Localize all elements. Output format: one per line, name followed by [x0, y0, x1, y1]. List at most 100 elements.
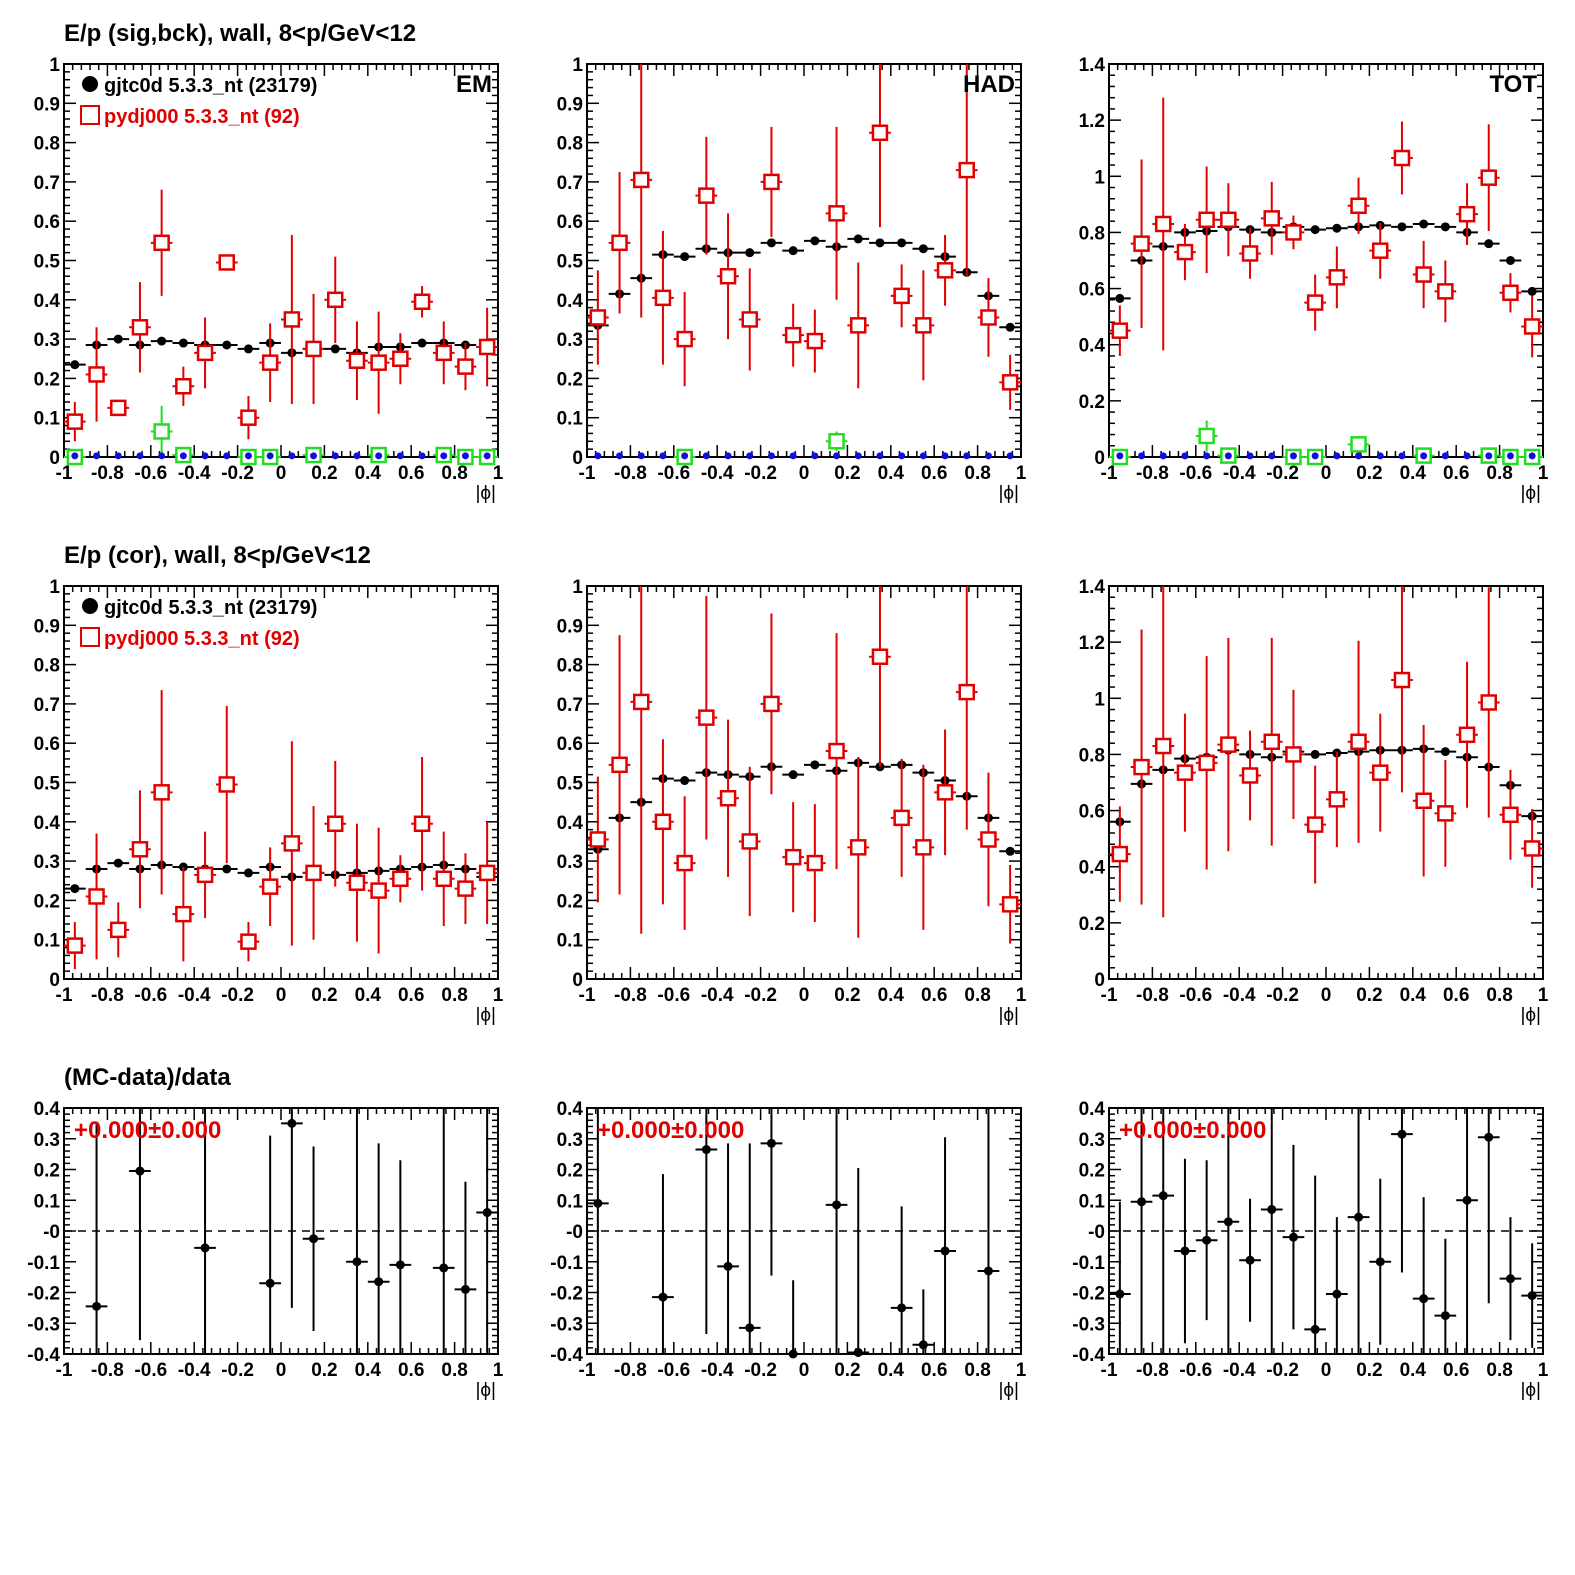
blue-point — [418, 452, 426, 460]
y-tick-label: 0.3 — [557, 330, 583, 351]
x-tick-label: 0.4 — [878, 985, 905, 1006]
ratio-point — [92, 1301, 102, 1311]
y-tick-label: 0.6 — [34, 212, 60, 233]
y-tick-label: -0.1 — [1072, 1253, 1105, 1274]
data-point — [70, 360, 80, 370]
data-point — [680, 252, 690, 262]
ratio-point — [1484, 1132, 1494, 1142]
mc-point — [1155, 737, 1172, 755]
y-tick-label: 0.6 — [1079, 280, 1105, 301]
blue-point — [1333, 452, 1341, 460]
mc-point — [698, 709, 715, 726]
y-tick-label: 0.2 — [557, 891, 583, 912]
x-tick-label: -0.8 — [91, 463, 124, 484]
mc-point — [1155, 215, 1172, 233]
y-tick-label: 0.7 — [557, 695, 583, 716]
mc-point — [1198, 754, 1215, 772]
y-tick-label: -0.2 — [27, 1284, 60, 1305]
mc-point — [1001, 374, 1019, 391]
blue-point — [594, 452, 602, 460]
y-tick-label: 0.2 — [34, 369, 60, 390]
x-tick-label: -0.8 — [614, 1360, 647, 1381]
data-point — [1505, 256, 1515, 265]
blue-point — [1268, 452, 1276, 460]
data-point — [1005, 846, 1015, 856]
y-tick-label: 0.6 — [557, 734, 583, 755]
x-tick-label: -0.4 — [178, 463, 211, 484]
mc-point — [392, 350, 409, 367]
x-tick-label: 0.2 — [311, 463, 337, 484]
mc-point — [88, 366, 105, 383]
blue-point — [1159, 452, 1167, 460]
data-point — [853, 234, 863, 244]
x-tick-label: 0.8 — [441, 1360, 467, 1381]
blue-point — [136, 452, 144, 460]
x-tick-label: -0.4 — [178, 1360, 211, 1381]
mc-point — [958, 161, 975, 179]
y-tick-label: 1 — [49, 577, 60, 598]
mc-point — [1393, 671, 1411, 689]
data-point — [1397, 222, 1407, 232]
mc-point — [1133, 758, 1150, 776]
y-tick-label: 0.5 — [557, 774, 584, 795]
mc-point — [153, 784, 170, 801]
mc-point — [240, 409, 257, 426]
x-tick-label: 0.4 — [355, 463, 382, 484]
blue-point — [1398, 452, 1406, 460]
y-tick-label: 0.4 — [34, 813, 61, 834]
x-tick-label: -1 — [1101, 463, 1118, 484]
blue-point — [1224, 452, 1232, 460]
ratio-point — [1462, 1195, 1472, 1205]
mc-point — [719, 267, 737, 285]
mc-point — [850, 317, 867, 334]
blue-point — [616, 452, 624, 460]
mc-point — [327, 291, 344, 309]
blue-point — [223, 452, 231, 460]
data-point — [222, 340, 232, 350]
y-tick-label: 0.3 — [557, 852, 583, 873]
x-tick-label: -0.2 — [1266, 463, 1299, 484]
x-tick-label: 0 — [1321, 985, 1332, 1006]
blue-point — [93, 452, 101, 460]
mc-point — [1241, 767, 1259, 784]
mc-point — [348, 352, 366, 369]
blue-point — [1355, 452, 1363, 460]
mc-point — [850, 839, 867, 856]
y-tick-label: -0 — [566, 1222, 583, 1243]
mc-point — [1437, 805, 1454, 822]
mc-point — [1502, 284, 1519, 302]
mc-point — [1328, 791, 1346, 808]
x-tick-label: 0.8 — [441, 463, 467, 484]
ratio-point — [940, 1246, 950, 1256]
x-tick-label: -0.2 — [221, 463, 254, 484]
mc-point — [1480, 169, 1497, 186]
blue-point — [1485, 452, 1493, 460]
data-point — [766, 238, 776, 248]
x-tick-label: 0.6 — [1443, 985, 1469, 1006]
data-point — [113, 858, 123, 868]
blue-point — [767, 452, 775, 460]
y-tick-label: 0.2 — [557, 369, 583, 390]
mc-point — [763, 173, 780, 191]
ratio-point — [1440, 1311, 1450, 1321]
y-tick-label: 0.2 — [34, 891, 60, 912]
x-tick-label: -0.6 — [1179, 985, 1212, 1006]
ratio-point — [1527, 1291, 1537, 1301]
y-tick-label: 0.1 — [557, 1191, 584, 1212]
y-tick-label: 0.4 — [1079, 336, 1106, 357]
ratio-point — [701, 1145, 711, 1155]
x-tick-label: 1 — [1538, 985, 1549, 1006]
legend-entry-label: pydj000 5.3.3_nt (92) — [104, 628, 300, 650]
mc-point — [698, 187, 715, 204]
blue-point — [1441, 452, 1449, 460]
ratio-point — [1223, 1217, 1233, 1227]
row-title-ratio: (MC-data)/data — [64, 1064, 231, 1091]
mc-point — [1133, 235, 1150, 252]
x-tick-label: 0.8 — [1486, 463, 1512, 484]
x-tick-label: 0 — [1321, 463, 1332, 484]
y-tick-label: 0.4 — [1079, 1099, 1106, 1120]
legend-entry-label: gjtc0d 5.3.3_nt (23179) — [104, 597, 317, 619]
data-point — [1310, 749, 1320, 759]
x-tick-label: -1 — [56, 985, 73, 1006]
